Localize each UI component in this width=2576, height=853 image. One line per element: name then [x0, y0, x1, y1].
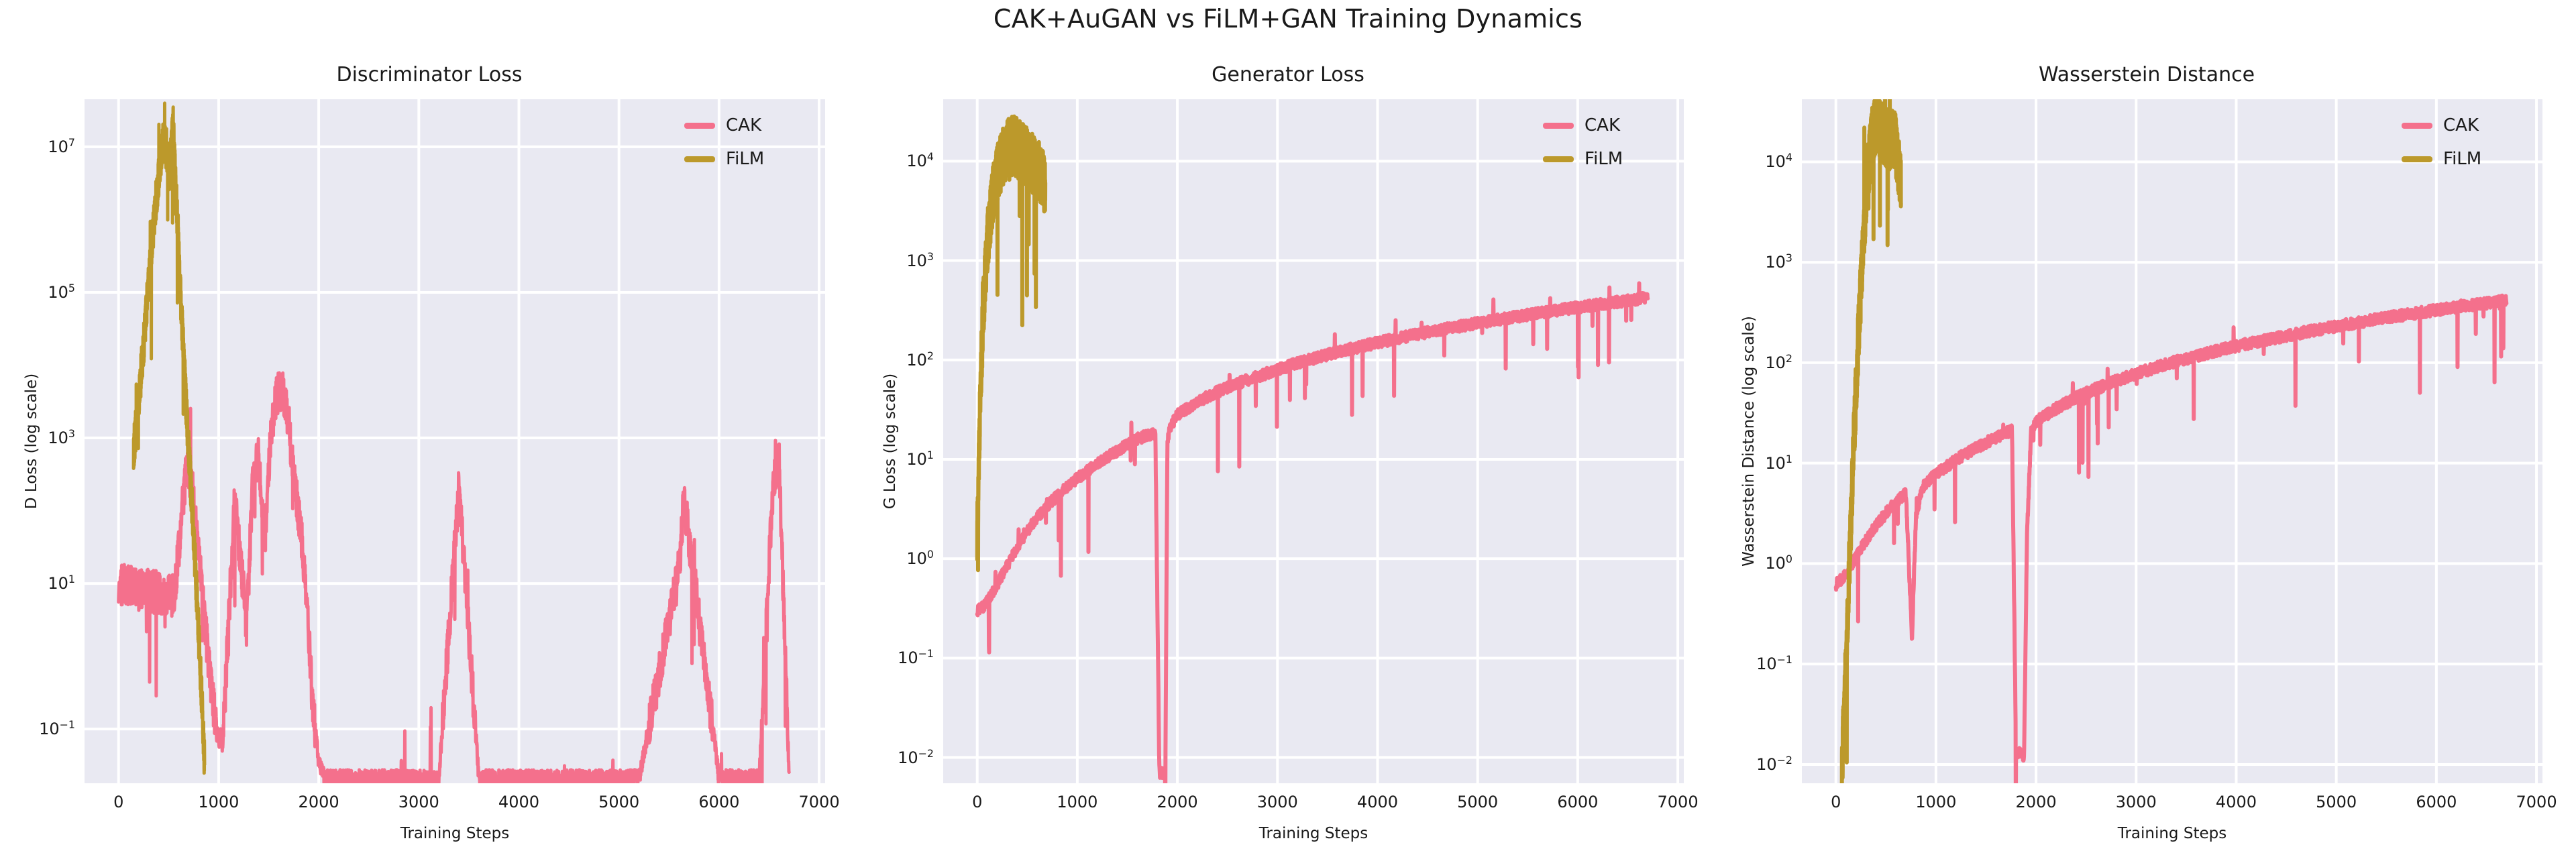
legend-item-cak[interactable]: CAK — [1543, 117, 1620, 134]
xtick-label: 2000 — [2015, 793, 2057, 811]
panel-title-generator-loss: Generator Loss — [1212, 63, 1364, 87]
ytick-label: 10−1 — [39, 718, 75, 739]
ytick-label: 103 — [906, 249, 934, 270]
ytick-label: 10−1 — [898, 647, 934, 668]
series-line-film — [131, 101, 207, 775]
ytick-label: 100 — [1765, 553, 1792, 573]
xtick-label: 3000 — [1256, 793, 1298, 811]
xaxis-label-discriminator-loss: Training Steps — [400, 825, 510, 842]
legend-item-cak[interactable]: CAK — [684, 117, 761, 134]
xtick-label: 1000 — [198, 793, 239, 811]
plot-canvas-generator-loss — [943, 99, 1684, 783]
xtick-label: 4000 — [498, 793, 540, 811]
plot-area-generator-loss — [943, 99, 1684, 783]
yaxis-label-wasserstein-distance: Wasserstein Distance (log scale) — [1740, 316, 1758, 567]
legend-item-film[interactable]: FiLM — [684, 150, 764, 168]
panel-wasserstein-distance: Wasserstein Distance 10−2 10−1 100 101 102 103… — [1717, 0, 2576, 853]
legend-label: CAK — [1585, 115, 1620, 135]
legend-generator-loss[interactable]: CAK FiLM — [1543, 117, 1623, 168]
ytick-label: 102 — [1765, 351, 1792, 372]
xtick-label: 4000 — [2215, 793, 2257, 811]
legend-swatch-cak-icon — [1543, 122, 1574, 129]
plot-area-wasserstein-distance — [1802, 99, 2542, 783]
yaxis-label-discriminator-loss: D Loss (log scale) — [23, 373, 40, 510]
series-line-film — [975, 114, 1048, 573]
legend-swatch-film-icon — [1543, 156, 1574, 162]
xtick-label: 1000 — [1057, 793, 1098, 811]
legend-label: CAK — [2443, 115, 2479, 135]
legend-label: CAK — [726, 115, 761, 135]
gridlines — [85, 99, 825, 783]
legend-label: FiLM — [1585, 149, 1623, 169]
ytick-label: 102 — [906, 349, 934, 369]
yaxis-label-generator-loss: G Loss (log scale) — [881, 373, 899, 510]
legend-item-film[interactable]: FiLM — [1543, 150, 1623, 168]
legend-swatch-cak-icon — [2402, 122, 2432, 129]
panel-generator-loss: Generator Loss 10−2 10−1 100 101 102 103 104 0 10… — [859, 0, 1717, 853]
xtick-label: 7000 — [2516, 793, 2557, 811]
plot-canvas-wasserstein-distance — [1802, 99, 2542, 783]
ytick-label: 101 — [48, 573, 75, 593]
ytick-label: 107 — [48, 135, 75, 156]
xtick-label: 3000 — [2115, 793, 2157, 811]
legend-item-film[interactable]: FiLM — [2402, 150, 2481, 168]
ytick-label: 101 — [906, 448, 934, 469]
xaxis-label-generator-loss: Training Steps — [1258, 825, 1368, 842]
xtick-label: 6000 — [1557, 793, 1599, 811]
ytick-label: 103 — [48, 427, 75, 448]
legend-wasserstein-distance[interactable]: CAK FiLM — [2402, 117, 2481, 168]
xtick-label: 0 — [113, 793, 124, 811]
ytick-label: 103 — [1765, 251, 1792, 272]
legend-swatch-film-icon — [684, 156, 715, 162]
legend-swatch-cak-icon — [684, 122, 715, 129]
panel-discriminator-loss: Discriminator Loss 10−1 101 103 105 107 0 1000 2… — [0, 0, 859, 853]
xtick-label: 7000 — [798, 793, 840, 811]
series-line-cak — [1833, 293, 2509, 783]
xtick-label: 3000 — [398, 793, 439, 811]
ytick-label: 104 — [1765, 151, 1792, 172]
xtick-label: 5000 — [2316, 793, 2357, 811]
ytick-label: 100 — [906, 548, 934, 569]
panel-title-wasserstein-distance: Wasserstein Distance — [2038, 63, 2255, 87]
gridlines — [1802, 99, 2542, 783]
xtick-label: 0 — [972, 793, 983, 811]
xtick-label: 1000 — [1915, 793, 1957, 811]
series-line-cak — [975, 281, 1650, 783]
ytick-label: 10−1 — [1756, 653, 1792, 674]
ytick-label: 10−2 — [1756, 753, 1792, 774]
xtick-label: 4000 — [1356, 793, 1399, 811]
xtick-label: 7000 — [1657, 793, 1699, 811]
plot-area-discriminator-loss — [85, 99, 825, 783]
gridlines — [943, 99, 1684, 783]
xtick-label: 2000 — [1157, 793, 1198, 811]
legend-label: FiLM — [726, 149, 765, 169]
legend-swatch-film-icon — [2402, 156, 2432, 162]
series-line-film — [1839, 99, 1903, 783]
legend-label: FiLM — [2443, 149, 2482, 169]
xaxis-label-wasserstein-distance: Training Steps — [2117, 825, 2227, 842]
xtick-label: 5000 — [598, 793, 640, 811]
legend-item-cak[interactable]: CAK — [2402, 117, 2479, 134]
xtick-label: 6000 — [698, 793, 740, 811]
plot-canvas-discriminator-loss — [85, 99, 825, 783]
series-line-cak — [117, 371, 791, 783]
xtick-label: 6000 — [2416, 793, 2457, 811]
xtick-label: 5000 — [1457, 793, 1499, 811]
ytick-label: 101 — [1765, 452, 1792, 473]
xtick-label: 0 — [1831, 793, 1841, 811]
ytick-label: 10−2 — [898, 746, 934, 767]
panel-title-discriminator-loss: Discriminator Loss — [336, 63, 523, 87]
ytick-label: 104 — [906, 150, 934, 171]
figure-suptitle: CAK+AuGAN vs FiLM+GAN Training Dynamics — [993, 4, 1583, 34]
xtick-label: 2000 — [298, 793, 339, 811]
ytick-label: 105 — [48, 281, 75, 302]
legend-discriminator-loss[interactable]: CAK FiLM — [684, 117, 764, 168]
